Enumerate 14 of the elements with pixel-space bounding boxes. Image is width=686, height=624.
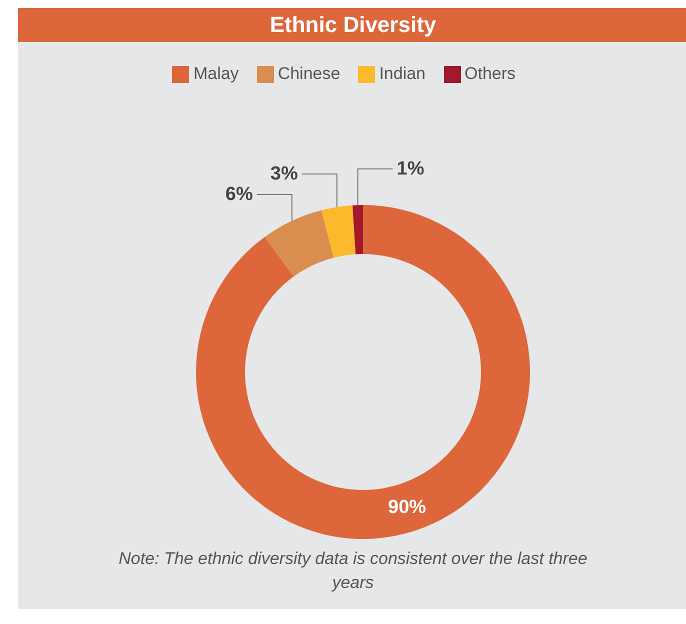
data-label: 1%: [396, 158, 424, 180]
donut-slice: [264, 210, 334, 277]
data-label: 6%: [225, 184, 253, 206]
donut-slice: [196, 205, 530, 539]
legend-label: Malay: [193, 64, 239, 83]
donut-slice: [352, 205, 363, 254]
donut-slice: [321, 205, 356, 258]
data-label: 3%: [270, 163, 298, 184]
chart-title: Ethnic Diversity: [18, 8, 686, 42]
legend-label: Chinese: [278, 64, 340, 83]
legend-label: Indian: [379, 64, 426, 83]
data-label: 90%: [388, 497, 426, 518]
legend-label: Others: [464, 64, 516, 83]
text: Note: The ethnic diversity data is consistent over the last three years: [118, 548, 588, 594]
